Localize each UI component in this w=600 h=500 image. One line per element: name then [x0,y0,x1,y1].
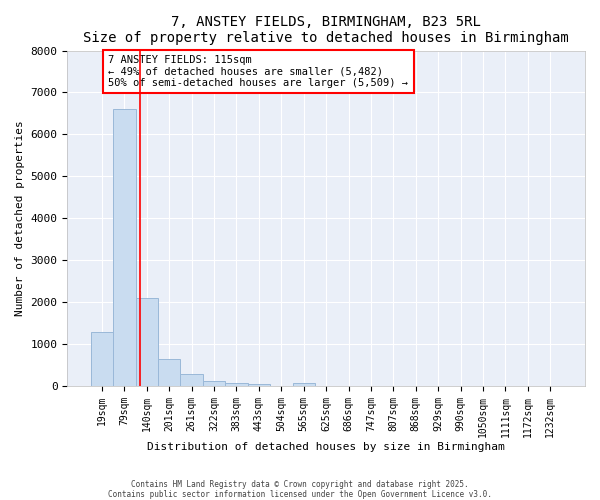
Bar [203,381,225,386]
Bar [293,383,315,386]
X-axis label: Distribution of detached houses by size in Birmingham: Distribution of detached houses by size … [147,442,505,452]
Bar [158,359,181,386]
Bar [136,298,158,386]
Bar [91,332,113,386]
Bar [225,382,248,386]
Bar [248,384,270,386]
Bar [181,374,203,386]
Bar [113,110,136,386]
Title: 7, ANSTEY FIELDS, BIRMINGHAM, B23 5RL
Size of property relative to detached hous: 7, ANSTEY FIELDS, BIRMINGHAM, B23 5RL Si… [83,15,569,45]
Y-axis label: Number of detached properties: Number of detached properties [15,120,25,316]
Text: Contains HM Land Registry data © Crown copyright and database right 2025.
Contai: Contains HM Land Registry data © Crown c… [108,480,492,499]
Text: 7 ANSTEY FIELDS: 115sqm
← 49% of detached houses are smaller (5,482)
50% of semi: 7 ANSTEY FIELDS: 115sqm ← 49% of detache… [108,54,408,88]
